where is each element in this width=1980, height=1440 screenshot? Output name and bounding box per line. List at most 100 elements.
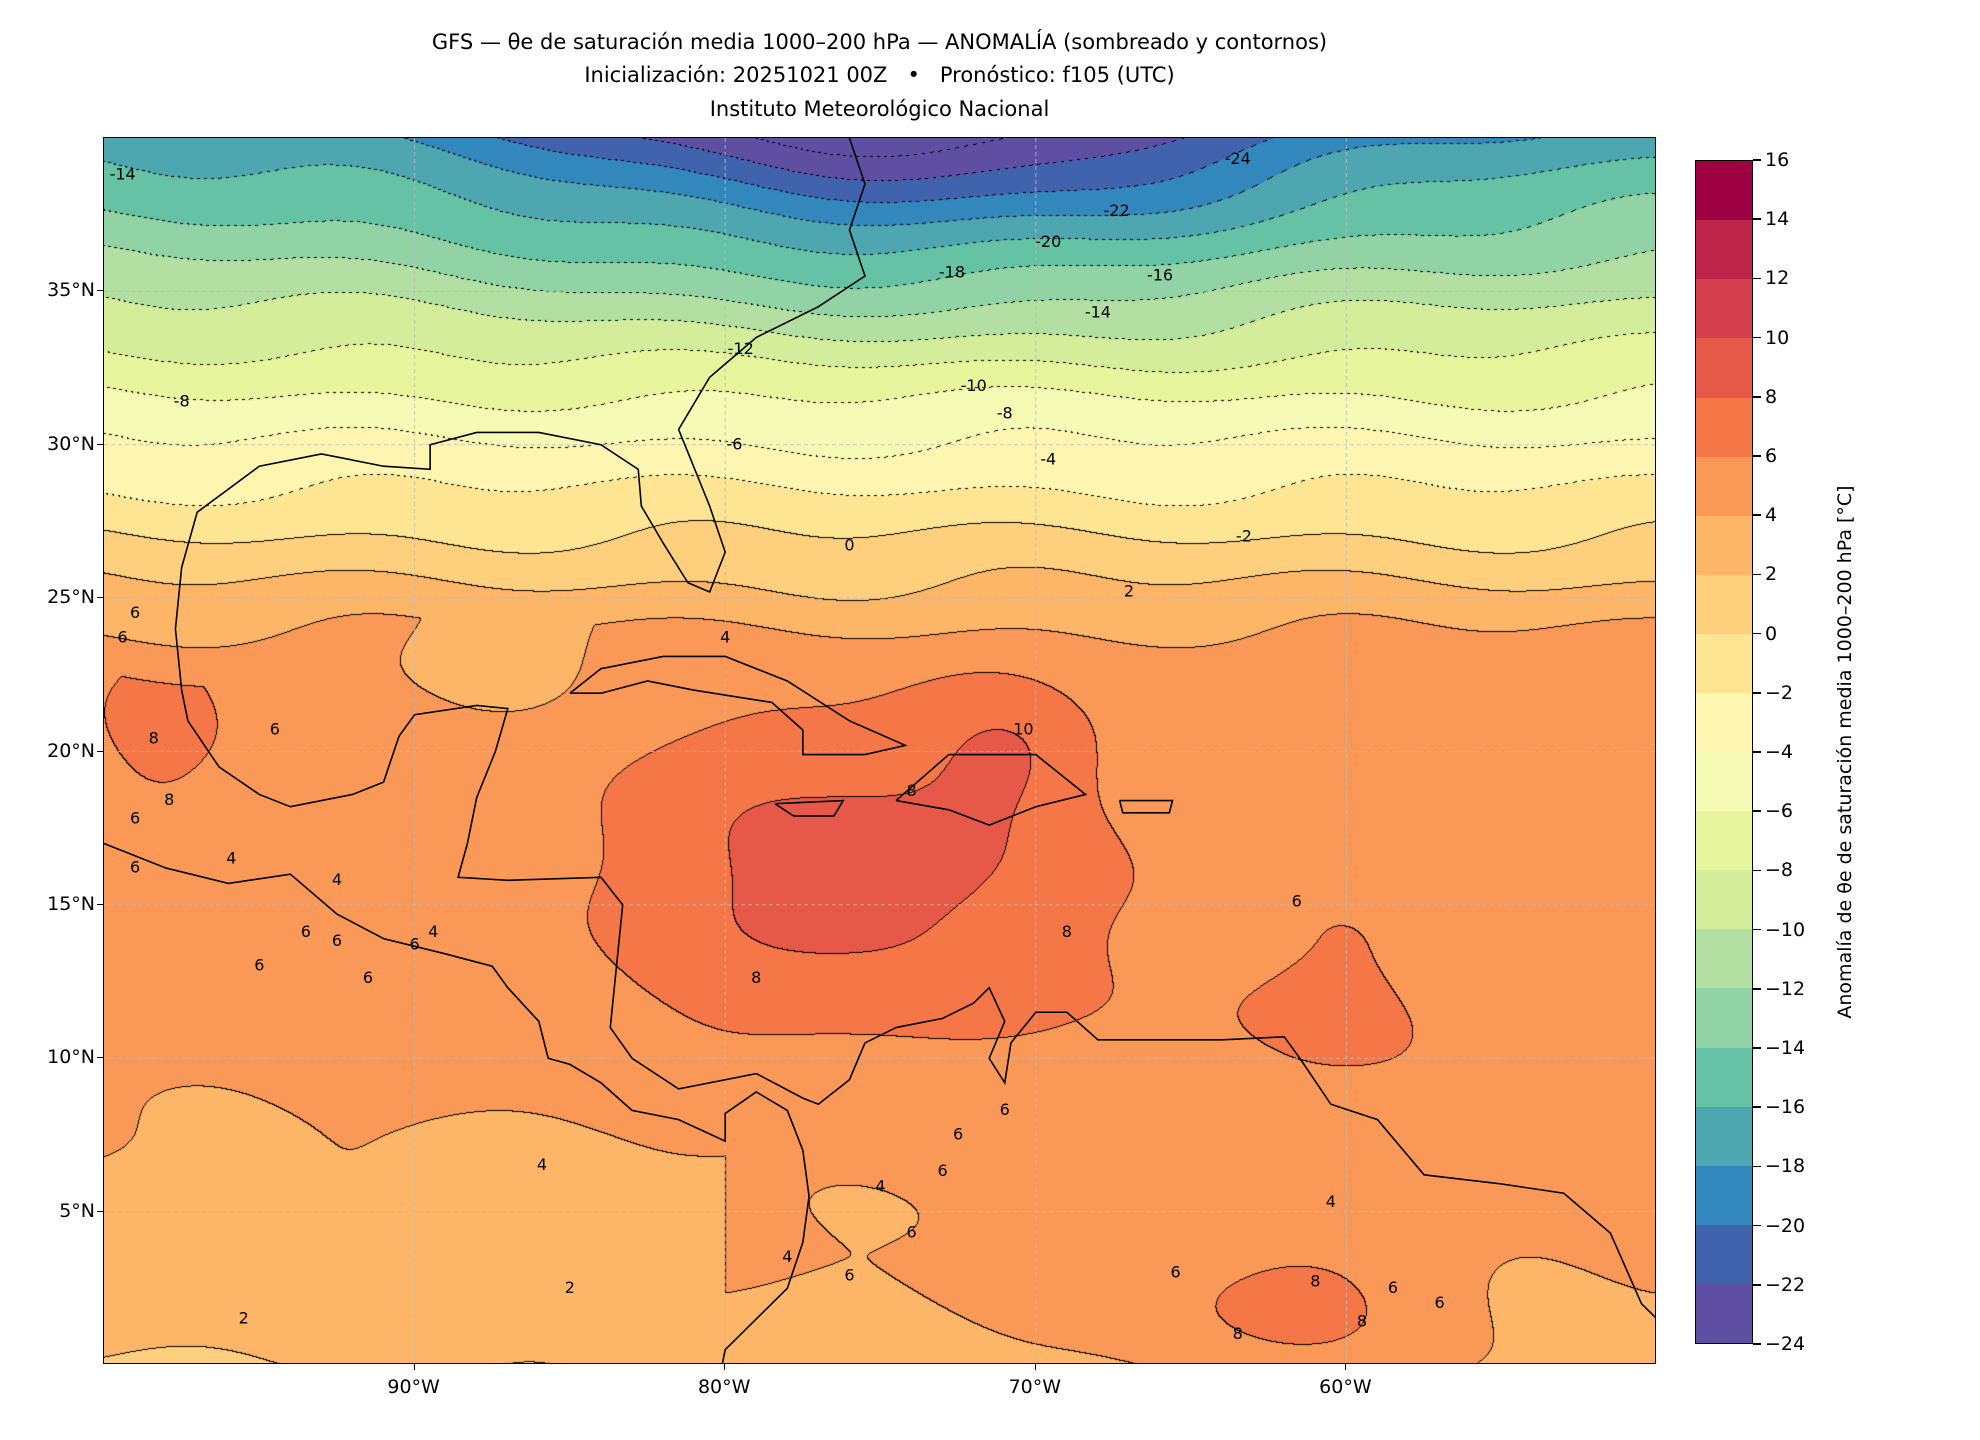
coastline [104,842,810,1363]
colorbar-tick-label: 6 [1765,445,1778,467]
colorbar-tick-mark [1753,988,1761,990]
y-tick-label: 20°N [47,739,95,762]
y-tick-label: 10°N [47,1046,95,1069]
colorbar-tick-mark [1753,1106,1761,1108]
contour-label: -4 [1040,450,1056,469]
contour-label: 6 [270,720,280,739]
contour-label: 6 [301,922,311,941]
colorbar-swatch [1696,279,1752,339]
contour-label: 8 [164,790,174,809]
colorbar-tick-label: 14 [1765,208,1790,231]
coastline [569,655,908,756]
colorbar-tick-label: −14 [1765,1037,1806,1059]
colorbar-label: Anomalía de θe de saturación media 1000–… [1834,485,1856,1019]
x-tick-mark [1345,1364,1347,1370]
x-tick-mark [724,1364,726,1370]
colorbar-tick-mark [1753,810,1761,812]
contour-label: 8 [906,781,916,800]
colorbar-tick-label: 4 [1765,504,1778,527]
colorbar-swatch [1696,633,1752,693]
contour-label: 6 [1170,1262,1180,1281]
y-tick-label: 15°N [47,892,95,915]
colorbar-tick-label: 8 [1765,385,1778,408]
contour-label: 6 [254,956,264,975]
colorbar-swatch [1696,752,1752,812]
colorbar-tick-label: −20 [1765,1214,1806,1237]
coastline [174,138,1655,1319]
chart-subtitle-run: Inicialización: 20251021 00Z • Pronóstic… [584,63,1175,87]
colorbar-tick-mark [1753,159,1761,161]
contour-label: -18 [939,262,965,281]
contour-label: 6 [1388,1278,1398,1297]
colorbar-tick-label: 2 [1765,563,1778,586]
colorbar-tick-label: −4 [1765,741,1794,763]
colorbar-tick-mark [1753,514,1761,516]
colorbar-tick-label: −10 [1765,918,1806,941]
contour-label: -22 [1103,201,1129,220]
colorbar-tick-mark [1753,1224,1761,1227]
chart-title: GFS — θe de saturación media 1000–200 hP… [431,30,1328,54]
y-tick-mark [97,750,103,752]
contour-label: 2 [1124,581,1134,600]
y-tick-mark [97,290,103,292]
contour-label: -10 [961,376,987,395]
colorbar-swatch [1696,515,1752,575]
contour-label: 6 [1434,1293,1444,1312]
colorbar-swatch [1696,929,1752,989]
x-tick-mark [1034,1364,1036,1370]
contour-label: 6 [953,1124,963,1143]
contour-label: -14 [1085,302,1111,321]
colorbar-tick-mark [1753,1284,1761,1286]
contour-label: 6 [844,1266,854,1285]
colorbar-tick-label: −6 [1765,800,1794,823]
contour-label: 6 [130,858,140,877]
y-tick-label: 35°N [47,279,95,302]
colorbar-swatch [1696,1224,1752,1284]
colorbar-tick-mark [1753,336,1761,339]
colorbar-tick-mark [1753,928,1761,931]
contour-label: 6 [906,1223,916,1242]
contour-label: 4 [332,870,342,889]
x-tick-label: 80°W [697,1376,751,1398]
y-tick-label: 30°N [47,432,95,455]
colorbar-tick-label: −18 [1765,1155,1806,1178]
colorbar-tick-mark [1753,632,1761,635]
contour-label: -6 [727,434,743,453]
y-tick-mark [97,597,103,599]
colorbar-swatch [1696,1047,1752,1107]
y-tick-mark [97,443,103,445]
colorbar-tick-mark [1753,218,1761,220]
contour-label: 4 [428,922,438,941]
colorbar-tick-label: 12 [1765,267,1790,290]
colorbar-tick-label: −24 [1765,1333,1806,1355]
contour-label: -8 [997,404,1013,423]
colorbar-swatch [1696,870,1752,930]
colorbar-tick-mark [1753,1165,1761,1168]
contour-label: -14 [110,164,136,183]
contour-label: 6 [332,931,342,950]
colorbar-tick-mark [1753,1343,1761,1345]
colorbar-swatch [1696,161,1752,221]
contour-label: 4 [875,1177,885,1196]
colorbar [1695,160,1753,1344]
colorbar-swatch [1696,220,1752,280]
contour-label: 4 [226,848,236,867]
colorbar-tick-mark [1753,869,1761,872]
x-tick-label: 60°W [1319,1376,1372,1398]
colorbar-tick-label: −8 [1765,859,1794,882]
colorbar-swatch [1696,456,1752,516]
colorbar-swatch [1696,1283,1752,1343]
chart-subtitle-institution: Instituto Meteorológico Nacional [709,97,1050,121]
colorbar-tick-mark [1753,1047,1761,1049]
colorbar-tick-mark [1753,692,1761,694]
colorbar-swatch [1696,397,1752,457]
colorbar-tick-mark [1753,751,1761,753]
x-tick-mark [413,1364,415,1370]
map-overlay: -24-22-20-18 -16-14-14-12-10-8-8-6-4-2024… [104,138,1655,1363]
contour-label: 0 [844,535,854,554]
colorbar-swatch [1696,1165,1752,1225]
contour-label: 8 [1310,1272,1320,1291]
colorbar-swatch [1696,692,1752,753]
contour-label: -24 [1225,149,1251,168]
colorbar-tick-label: 10 [1765,326,1790,349]
